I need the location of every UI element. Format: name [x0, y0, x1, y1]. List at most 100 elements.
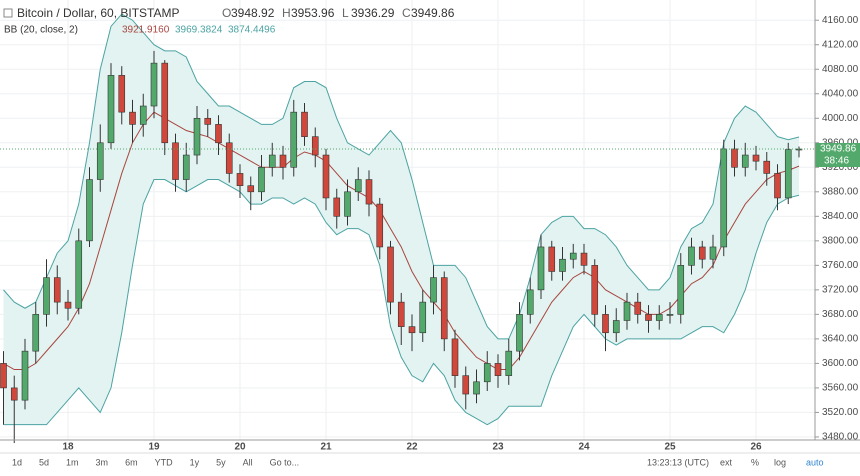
candle-body — [483, 363, 491, 383]
y-tick-label: 4000.00 — [822, 113, 859, 124]
band-lower — [3, 179, 800, 426]
band-middle — [3, 111, 800, 371]
candle-body — [741, 154, 749, 168]
range-button[interactable]: 1y — [190, 457, 200, 467]
last-price-box — [815, 142, 860, 167]
candle-body — [247, 185, 255, 193]
candle-body — [322, 154, 330, 199]
candle-body — [118, 75, 126, 113]
candle-body — [408, 326, 416, 334]
y-tick-label: 3920.00 — [822, 162, 859, 173]
candle-body — [752, 154, 760, 162]
candle-body — [462, 375, 470, 395]
y-tick-label: 3600.00 — [822, 358, 859, 369]
y-tick-label: 4120.00 — [822, 39, 859, 50]
candle-body — [107, 75, 115, 144]
candle-body — [591, 265, 599, 315]
candle-body — [129, 111, 136, 125]
candle-body — [0, 363, 7, 389]
range-button[interactable]: Go to... — [270, 457, 300, 467]
candle-body — [763, 160, 771, 174]
candle-body — [279, 154, 287, 168]
range-button[interactable]: 3m — [96, 457, 109, 467]
y-tick-label: 3520.00 — [822, 407, 859, 418]
candle-body — [731, 148, 738, 168]
candle-body — [612, 320, 620, 334]
chart-title: Bitcoin / Dollar, 60, BITSTAMP — [17, 6, 180, 20]
candle-body — [655, 314, 663, 321]
x-tick-label: 22 — [406, 442, 418, 453]
y-tick-label: 3880.00 — [822, 186, 859, 197]
candle-body — [354, 179, 362, 193]
y-tick-label: 4040.00 — [822, 88, 859, 99]
candle-body — [10, 387, 18, 401]
ohlc-key: O — [222, 6, 231, 20]
option-button[interactable]: log — [774, 457, 786, 467]
option-button[interactable]: % — [751, 457, 759, 467]
candle-body — [53, 277, 61, 303]
candle-body — [397, 301, 405, 327]
candle-body — [688, 246, 695, 266]
candle-body — [516, 314, 523, 352]
y-tick-label: 3480.00 — [822, 432, 859, 443]
y-tick-label: 4160.00 — [822, 15, 859, 26]
x-tick-label: 18 — [62, 442, 74, 453]
candle-body — [43, 277, 50, 315]
candle-body — [376, 203, 384, 248]
clock: 13:23:13 (UTC) — [647, 457, 709, 467]
range-button[interactable]: 1d — [12, 457, 22, 467]
range-button[interactable]: 5y — [216, 457, 226, 467]
band-fill — [3, 14, 799, 425]
legend-icon — [3, 8, 13, 18]
candle-body — [451, 338, 459, 376]
candle-body — [172, 142, 179, 180]
x-tick-label: 20 — [234, 442, 246, 453]
y-tick-label: 3560.00 — [822, 383, 859, 394]
range-button[interactable]: 6m — [125, 457, 138, 467]
candle-body — [96, 142, 104, 180]
candle-body — [559, 258, 566, 272]
x-tick-label: 26 — [750, 442, 762, 453]
x-tick-label: 24 — [578, 442, 590, 453]
candle-body — [430, 277, 437, 303]
candle-body — [473, 381, 480, 395]
ohlc-key: C — [402, 6, 411, 20]
candle-body — [645, 314, 652, 321]
option-button[interactable]: auto — [806, 457, 824, 467]
candle-body — [182, 154, 190, 180]
range-button[interactable]: 5d — [39, 457, 49, 467]
candle-body — [193, 117, 201, 156]
ohlc-key: H — [282, 6, 291, 20]
indicator-value: 3874.4496 — [228, 25, 276, 36]
candle-body — [666, 314, 674, 316]
candle-body — [150, 62, 158, 107]
candle-body — [505, 350, 513, 376]
candle-body — [290, 111, 298, 168]
ohlc-value: 3936.29 — [351, 6, 395, 20]
candle-body — [440, 277, 448, 340]
countdown: 38:46 — [824, 156, 849, 167]
indicator-name: BB (20, close, 2) — [4, 25, 78, 36]
range-button[interactable]: 1m — [66, 457, 79, 467]
x-tick-label: 23 — [492, 442, 504, 453]
candle-body — [64, 301, 72, 309]
candle-body — [387, 246, 394, 303]
range-button[interactable]: All — [243, 457, 253, 467]
candle-body — [301, 111, 308, 137]
ohlc-value: 3953.96 — [291, 6, 335, 20]
candle-body — [709, 246, 717, 260]
candle-body — [311, 136, 319, 156]
option-button[interactable]: ext — [720, 457, 733, 467]
y-tick-label: 3960.00 — [822, 137, 859, 148]
candle-body — [720, 148, 728, 248]
range-button[interactable]: YTD — [155, 457, 174, 467]
y-tick-label: 3680.00 — [822, 309, 859, 320]
candle-body — [602, 314, 609, 334]
candle-body — [258, 166, 265, 193]
y-tick-label: 3840.00 — [822, 211, 859, 222]
candle-body — [548, 246, 556, 272]
x-tick-label: 21 — [320, 442, 332, 453]
candle-body — [526, 289, 534, 315]
last-price-label: 3949.86 — [820, 144, 857, 155]
